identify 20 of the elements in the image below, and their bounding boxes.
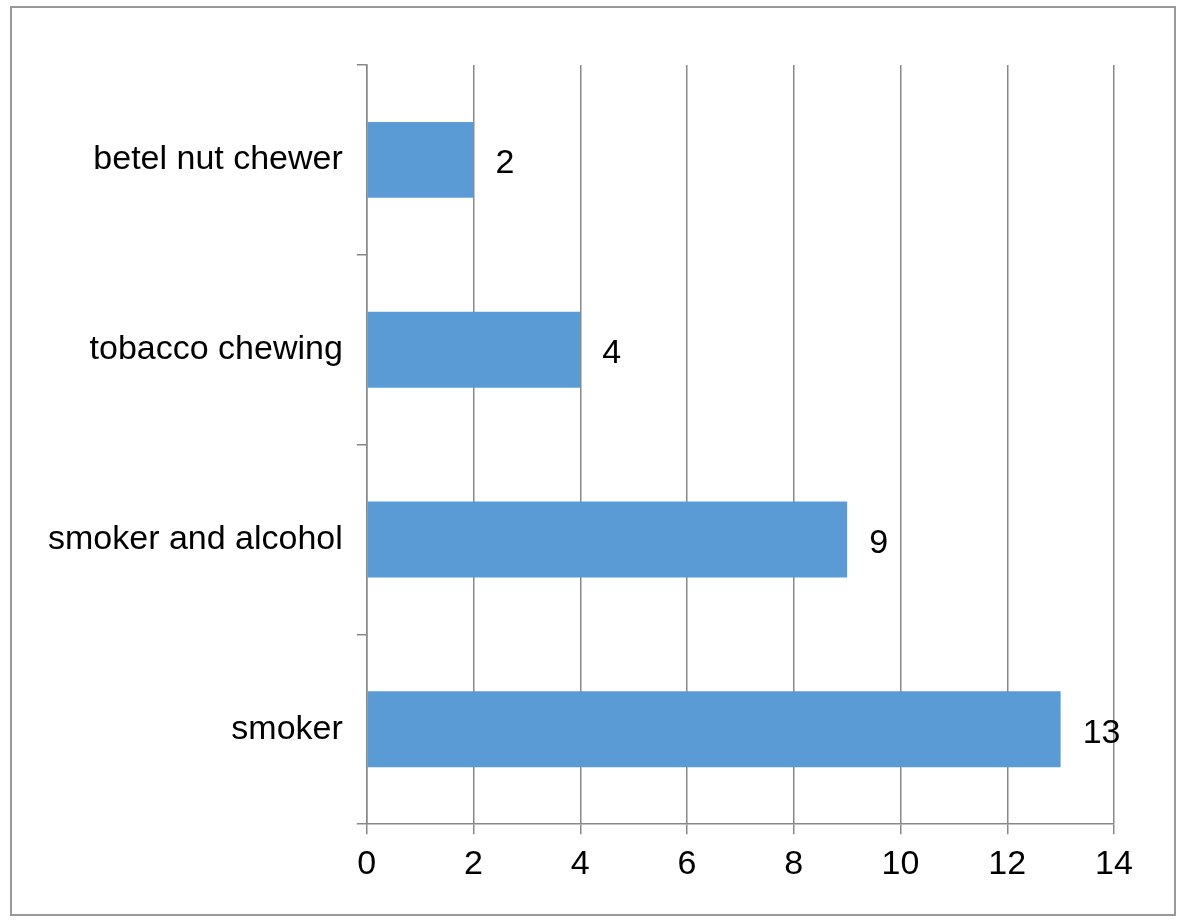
x-tick-label: 14 — [1095, 842, 1133, 881]
y-tick-label: betel nut chewer — [93, 138, 343, 177]
data-label: 13 — [1082, 711, 1121, 750]
data-label: 4 — [602, 332, 622, 371]
bar — [367, 501, 848, 578]
data-label: 2 — [495, 142, 515, 181]
x-tick-label: 4 — [570, 842, 590, 881]
x-tick-label: 8 — [784, 842, 804, 881]
x-tick-label: 2 — [464, 842, 484, 881]
x-tick-label: 12 — [988, 842, 1027, 881]
data-label: 9 — [869, 521, 889, 560]
y-tick-label: smoker — [231, 707, 343, 746]
bar — [367, 121, 474, 198]
x-tick-label: 10 — [881, 842, 920, 881]
y-tick-label: smoker and alcohol — [48, 517, 343, 556]
x-tick-label: 0 — [357, 842, 377, 881]
bar — [367, 311, 581, 388]
y-tick-label: tobacco chewing — [89, 328, 343, 367]
bar — [367, 691, 1061, 768]
x-tick-label: 6 — [677, 842, 697, 881]
